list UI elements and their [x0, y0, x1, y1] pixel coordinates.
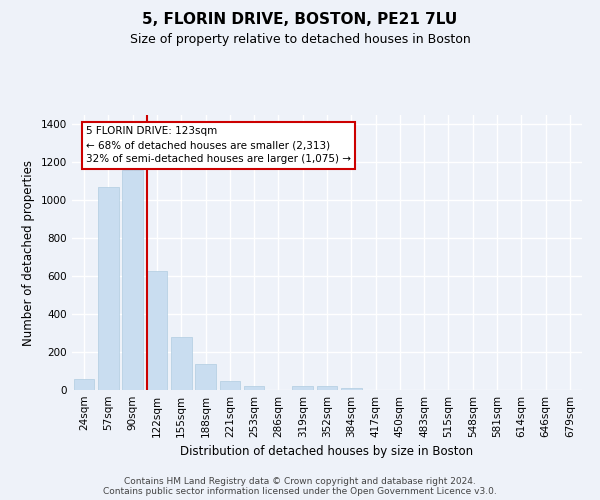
Bar	[122, 170, 143, 390]
Bar	[244, 386, 265, 390]
Text: Size of property relative to detached houses in Boston: Size of property relative to detached ho…	[130, 32, 470, 46]
Text: 5, FLORIN DRIVE, BOSTON, PE21 7LU: 5, FLORIN DRIVE, BOSTON, PE21 7LU	[142, 12, 458, 28]
Bar	[292, 386, 313, 390]
Bar	[220, 382, 240, 390]
Text: 5 FLORIN DRIVE: 123sqm
← 68% of detached houses are smaller (2,313)
32% of semi-: 5 FLORIN DRIVE: 123sqm ← 68% of detached…	[86, 126, 351, 164]
Text: Contains HM Land Registry data © Crown copyright and database right 2024.
Contai: Contains HM Land Registry data © Crown c…	[103, 476, 497, 496]
Bar	[74, 378, 94, 390]
Bar	[317, 386, 337, 390]
Bar	[195, 364, 216, 390]
Bar	[98, 187, 119, 390]
Bar	[171, 337, 191, 390]
X-axis label: Distribution of detached houses by size in Boston: Distribution of detached houses by size …	[181, 446, 473, 458]
Bar	[146, 270, 167, 390]
Y-axis label: Number of detached properties: Number of detached properties	[22, 160, 35, 346]
Bar	[341, 388, 362, 390]
